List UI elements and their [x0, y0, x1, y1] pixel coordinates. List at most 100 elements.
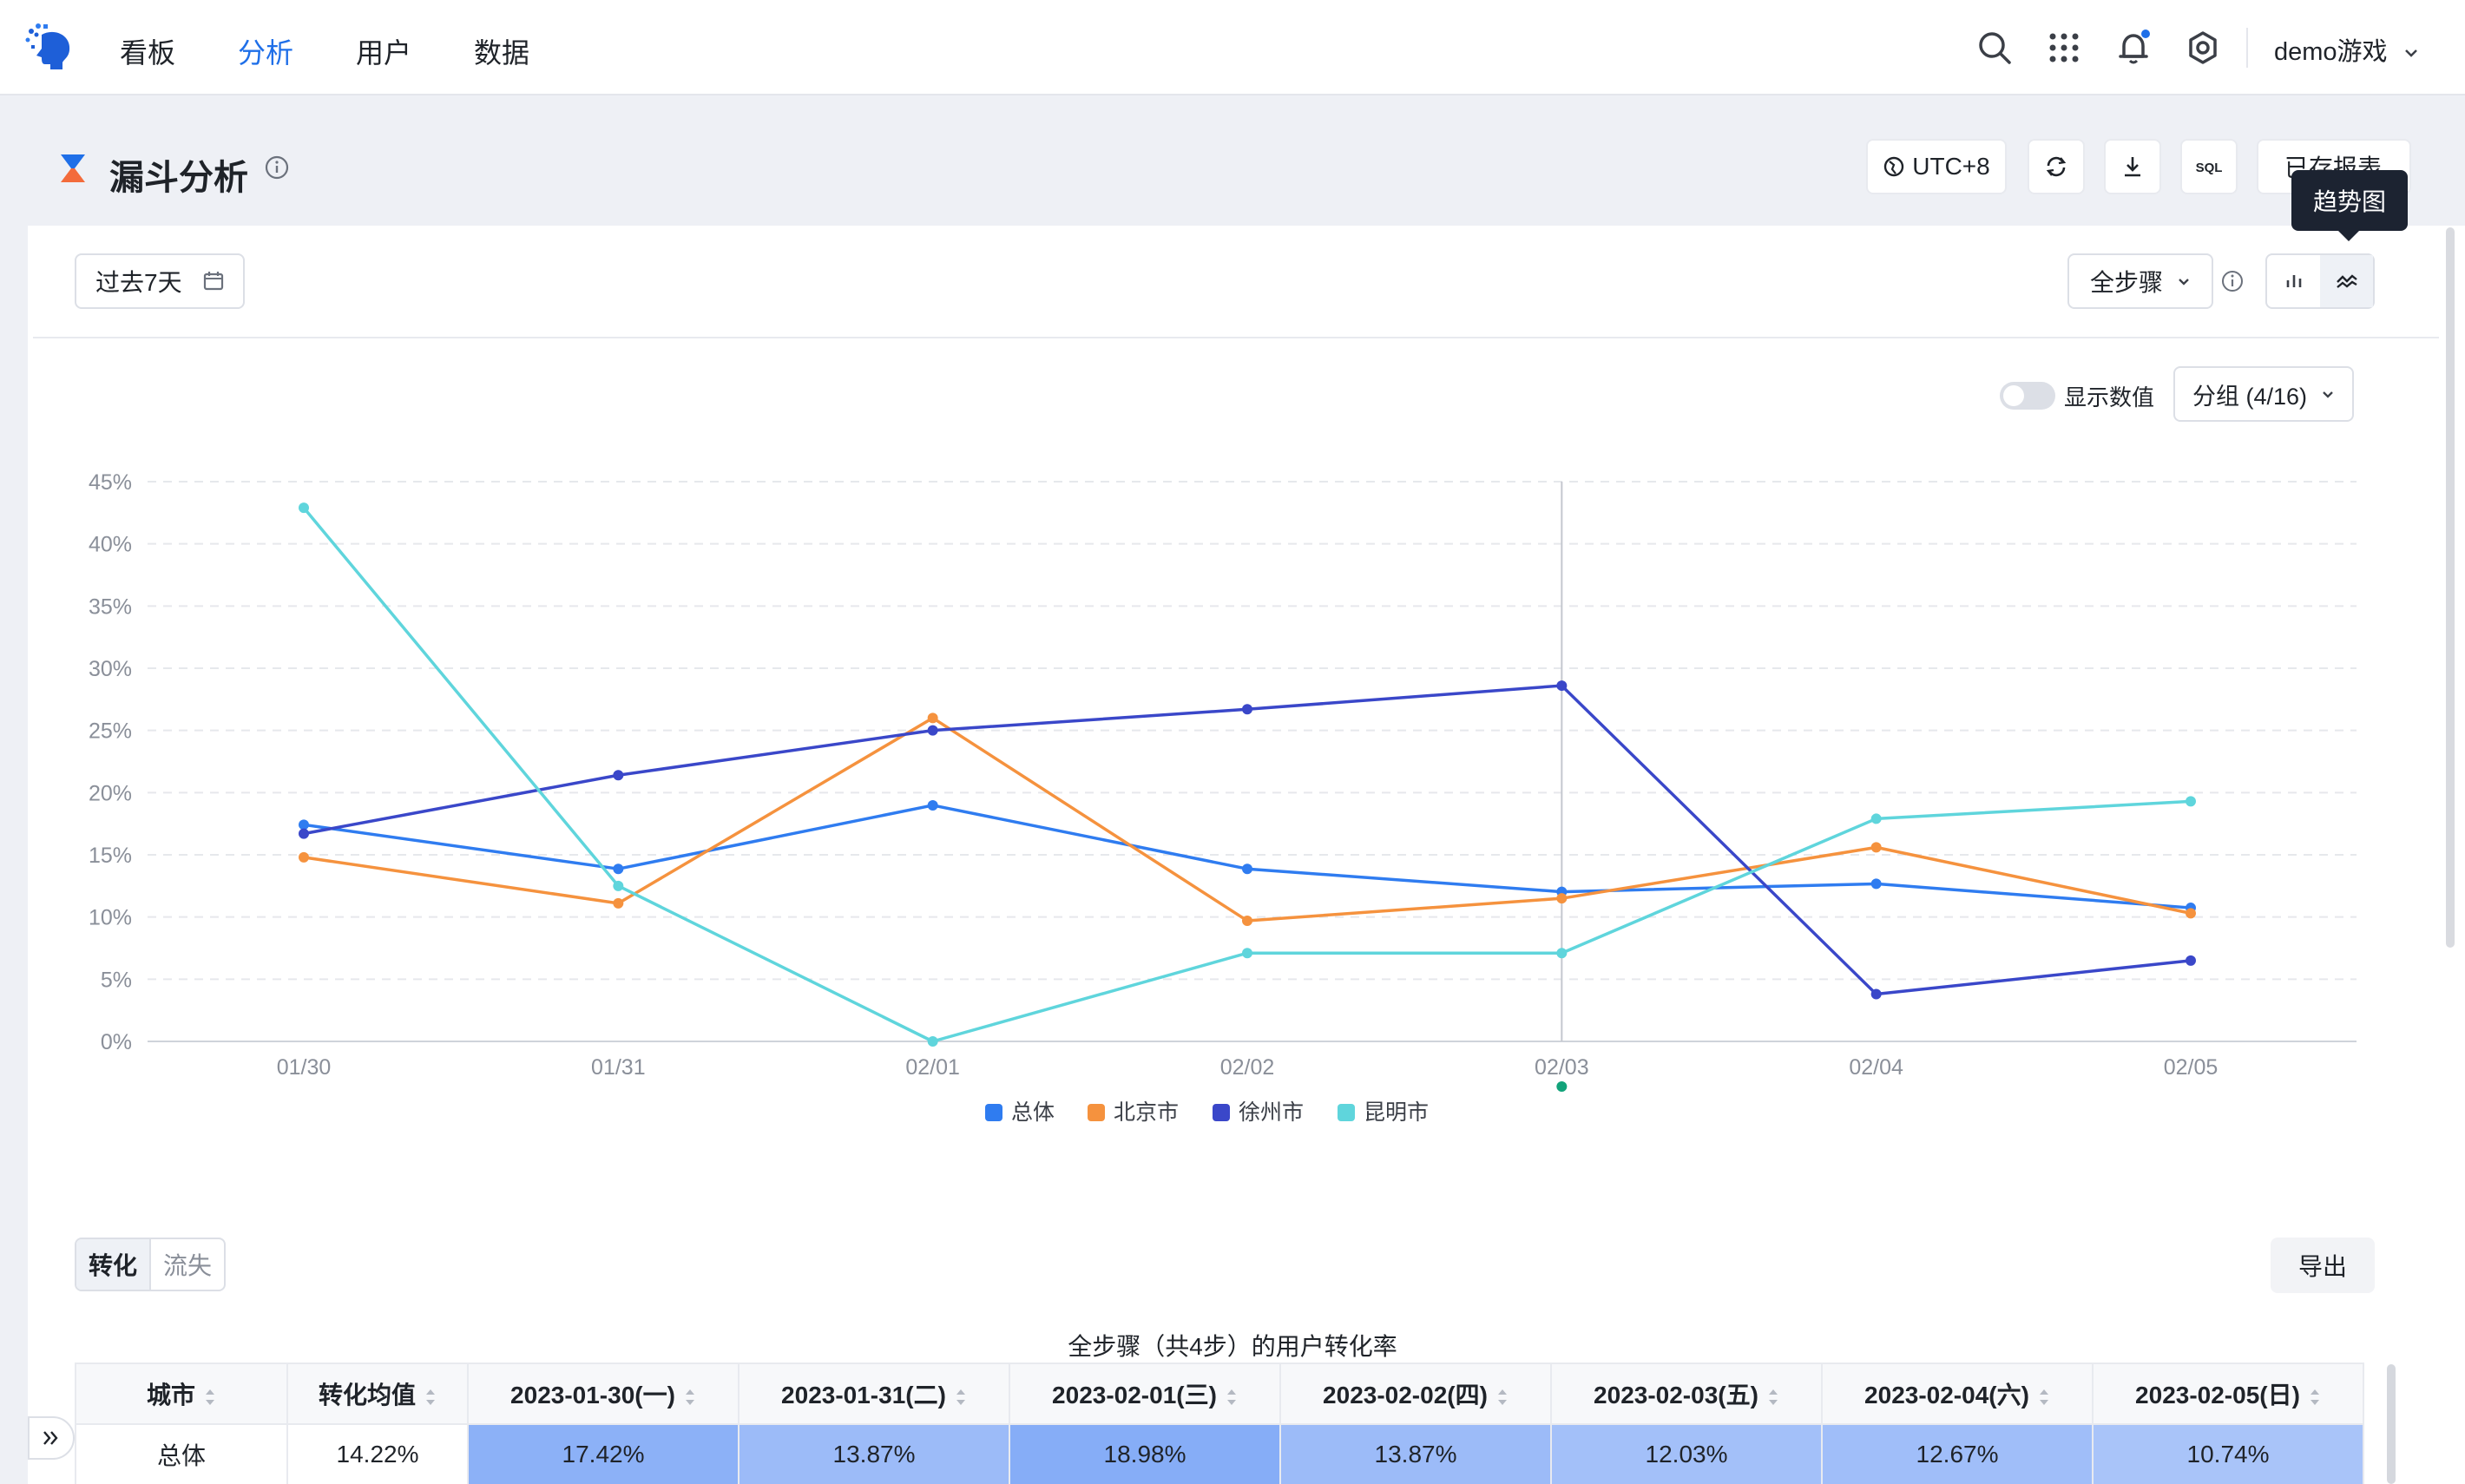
date-range-picker[interactable]: 过去7天 [75, 253, 245, 309]
table-column-header[interactable]: 转化均值 [286, 1363, 469, 1425]
apps-grid-icon[interactable] [2045, 29, 2083, 67]
export-button[interactable]: 导出 [2271, 1238, 2375, 1293]
show-values-toggle[interactable] [2000, 382, 2055, 410]
data-point [1556, 893, 1568, 904]
trend-line-icon [2336, 274, 2357, 288]
page-title: 漏斗分析 [109, 159, 248, 197]
x-tick-label: 02/04 [1849, 1055, 1903, 1080]
trend-chart-tooltip: 趋势图 [2291, 170, 2408, 241]
bar-chart-view-button[interactable] [2267, 255, 2320, 307]
x-tick-label: 02/02 [1220, 1055, 1275, 1080]
timezone-button[interactable]: UTC+8 [1866, 139, 2007, 194]
sort-arrows-icon[interactable] [1496, 1388, 1509, 1407]
highlight-marker-dot [1556, 1081, 1568, 1092]
data-point [927, 1036, 938, 1047]
table-column-header[interactable]: 2023-02-03(五) [1550, 1363, 1823, 1425]
search-icon[interactable] [1975, 29, 2014, 67]
legend-swatch [1213, 1104, 1230, 1121]
y-tick-label: 45% [89, 470, 132, 495]
data-point [299, 502, 309, 514]
table-column-header[interactable]: 2023-01-31(二) [738, 1363, 1010, 1425]
data-point [2186, 955, 2196, 966]
chevron-down-icon [2404, 49, 2417, 58]
timezone-label: UTC+8 [1912, 153, 1990, 180]
data-point [2186, 908, 2196, 919]
nav-item-analysis[interactable]: 分析 [238, 37, 294, 69]
x-tick-label: 01/31 [591, 1055, 646, 1080]
table-cell: 13.87% [1279, 1423, 1552, 1484]
info-icon[interactable] [264, 154, 290, 181]
tab-churn[interactable]: 流失 [162, 1252, 212, 1279]
tab-conversion[interactable]: 转化 [76, 1239, 151, 1290]
data-point [299, 851, 309, 863]
table-column-header[interactable]: 2023-02-02(四) [1279, 1363, 1552, 1425]
group-select[interactable]: 分组 (4/16) [2173, 366, 2354, 422]
table-column-header[interactable]: 2023-02-05(日) [2092, 1363, 2364, 1425]
data-point [1870, 878, 1882, 890]
download-icon [2125, 157, 2140, 177]
data-point [1242, 948, 1252, 959]
steps-select[interactable]: 全步骤 [2067, 253, 2213, 309]
sort-arrows-icon[interactable] [2309, 1388, 2321, 1407]
table-row: 总体 14.22% 17.42% 13.87% 18.98% 13.87% 12.03% 12… [75, 1423, 2364, 1484]
download-button[interactable] [2104, 139, 2161, 194]
data-point [1870, 988, 1882, 1000]
sort-arrows-icon[interactable] [1226, 1388, 1238, 1407]
data-point [1242, 915, 1252, 926]
chevron-down-icon [2323, 391, 2333, 398]
trend-chart-view-button[interactable] [2320, 255, 2373, 307]
series-line [303, 716, 2192, 923]
table-cell: 13.87% [738, 1423, 1010, 1484]
table-cell: 10.74% [2092, 1423, 2364, 1484]
series-line [303, 804, 2192, 909]
sql-button[interactable]: SQL [2180, 139, 2238, 194]
y-tick-label: 20% [89, 781, 132, 805]
refresh-button[interactable] [2028, 139, 2085, 194]
x-tick-label: 02/05 [2164, 1055, 2218, 1080]
nav-item-users[interactable]: 用户 [356, 37, 412, 69]
column-header-label: 2023-02-05(日) [2135, 1382, 2300, 1408]
double-chevron-right-icon [43, 1431, 58, 1445]
table-column-header[interactable]: 2023-01-30(一) [467, 1363, 740, 1425]
sort-arrows-icon[interactable] [684, 1388, 696, 1407]
column-header-label: 2023-01-31(二) [781, 1382, 946, 1408]
y-tick-label: 10% [89, 906, 132, 930]
y-tick-label: 0% [101, 1030, 132, 1054]
data-point [613, 897, 624, 909]
table-cell: 总体 [75, 1423, 288, 1484]
y-tick-label: 25% [89, 719, 132, 744]
table-column-header[interactable]: 2023-02-04(六) [1821, 1363, 2094, 1425]
calendar-icon [203, 272, 223, 291]
table-column-header[interactable]: 城市 [75, 1363, 288, 1425]
y-tick-label: 40% [89, 533, 132, 557]
data-point [613, 880, 624, 891]
sort-arrows-icon[interactable] [955, 1388, 967, 1407]
brand-logo-icon[interactable] [24, 23, 75, 73]
y-tick-label: 30% [89, 657, 132, 681]
sort-arrows-icon[interactable] [2038, 1388, 2050, 1407]
user-menu[interactable]: demo游戏 [2274, 31, 2421, 68]
sort-arrows-icon[interactable] [204, 1388, 216, 1407]
sort-arrows-icon[interactable] [424, 1388, 437, 1407]
data-point [1870, 813, 1882, 824]
x-tick-label: 02/01 [905, 1055, 960, 1080]
expand-sidebar-button[interactable] [28, 1416, 75, 1460]
sql-icon: SQL [2196, 161, 2223, 175]
table-column-header[interactable]: 2023-02-01(三) [1009, 1363, 1281, 1425]
nav-item-dashboard[interactable]: 看板 [120, 37, 176, 69]
data-point [1870, 842, 1882, 853]
nav-item-data[interactable]: 数据 [474, 37, 530, 69]
column-header-label: 2023-01-30(一) [510, 1382, 675, 1408]
table-scrollbar[interactable] [2387, 1364, 2396, 1484]
bell-icon[interactable] [2114, 29, 2153, 67]
x-tick-label: 01/30 [277, 1055, 332, 1080]
info-icon[interactable] [2220, 269, 2245, 293]
conversion-table: 城市 转化均值 2023-01-30(一) 2023-01-31(二) 2023-02-… [75, 1363, 2364, 1484]
sort-arrows-icon[interactable] [1767, 1388, 1779, 1407]
data-point [1242, 704, 1252, 715]
legend-label: 北京市 [1114, 1100, 1179, 1125]
refresh-icon [2046, 156, 2067, 177]
data-point [1242, 863, 1252, 875]
page-scrollbar[interactable] [2446, 227, 2455, 948]
gear-icon[interactable] [2184, 29, 2222, 67]
